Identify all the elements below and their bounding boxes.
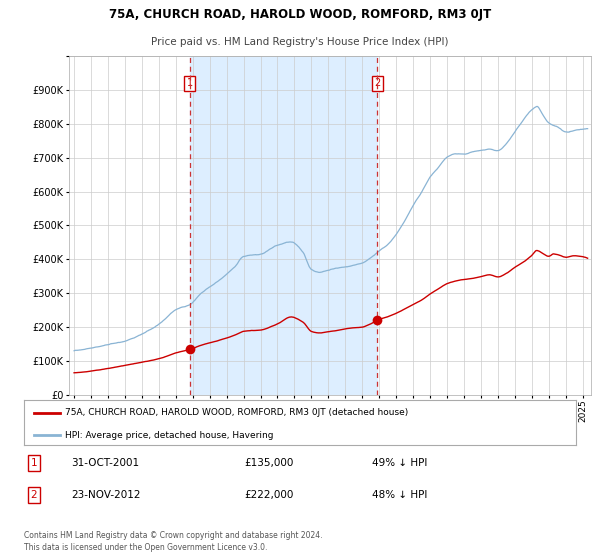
Text: Contains HM Land Registry data © Crown copyright and database right 2024.
This d: Contains HM Land Registry data © Crown c… <box>24 531 323 552</box>
Text: 23-NOV-2012: 23-NOV-2012 <box>71 490 140 500</box>
Text: 75A, CHURCH ROAD, HAROLD WOOD, ROMFORD, RM3 0JT (detached house): 75A, CHURCH ROAD, HAROLD WOOD, ROMFORD, … <box>65 408 409 417</box>
Text: Price paid vs. HM Land Registry's House Price Index (HPI): Price paid vs. HM Land Registry's House … <box>151 37 449 47</box>
Text: 2: 2 <box>374 78 380 88</box>
Text: 48% ↓ HPI: 48% ↓ HPI <box>372 490 427 500</box>
Text: £222,000: £222,000 <box>245 490 294 500</box>
Text: 75A, CHURCH ROAD, HAROLD WOOD, ROMFORD, RM3 0JT: 75A, CHURCH ROAD, HAROLD WOOD, ROMFORD, … <box>109 8 491 21</box>
Text: HPI: Average price, detached house, Havering: HPI: Average price, detached house, Have… <box>65 431 274 440</box>
Text: 49% ↓ HPI: 49% ↓ HPI <box>372 458 427 468</box>
Text: £135,000: £135,000 <box>245 458 294 468</box>
Bar <box>190 56 377 395</box>
Text: 31-OCT-2001: 31-OCT-2001 <box>71 458 139 468</box>
Text: 1: 1 <box>31 458 37 468</box>
Text: 2: 2 <box>31 490 37 500</box>
Text: 1: 1 <box>187 78 193 88</box>
